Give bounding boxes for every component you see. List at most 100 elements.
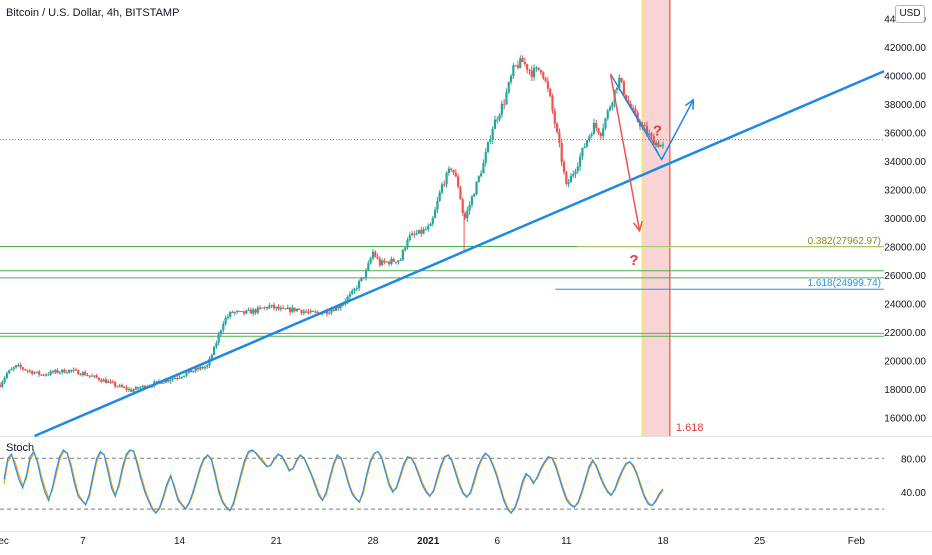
candle-up <box>572 173 575 176</box>
fib-level-label: 1.618(24999.74) <box>808 278 881 289</box>
candle-down <box>51 371 55 373</box>
candle-up <box>583 146 586 148</box>
candle-up <box>466 210 469 219</box>
candle-up <box>385 261 388 263</box>
candle-down <box>553 110 556 124</box>
candle-up <box>35 371 38 373</box>
candle-down <box>652 136 655 146</box>
candle-down <box>459 186 462 200</box>
candle-up <box>164 379 167 383</box>
candle-up <box>302 311 305 314</box>
price-axis-label: 30000.00 <box>884 214 926 225</box>
candle-up <box>618 77 621 88</box>
price-axis-label: 34000.00 <box>884 157 926 168</box>
price-axis-label: 18000.00 <box>884 385 926 396</box>
candle-up <box>661 144 665 146</box>
candle-up <box>155 381 158 383</box>
stoch-indicator-label[interactable]: Stoch <box>6 442 35 454</box>
candle-up <box>567 182 570 184</box>
candle-down <box>56 369 59 373</box>
candle-down <box>657 142 660 147</box>
candle-down <box>387 261 391 265</box>
candle-up <box>381 260 384 266</box>
candle-up <box>67 369 71 373</box>
candle-down <box>189 370 193 373</box>
candle-down <box>463 213 467 219</box>
candle-up <box>222 323 225 331</box>
candle-down <box>86 375 89 377</box>
candle-down <box>383 260 386 263</box>
candle-down <box>643 125 646 127</box>
candle-down <box>539 69 543 73</box>
candle-down <box>503 103 506 105</box>
candle-up <box>588 135 591 141</box>
candle-up <box>585 140 589 147</box>
candle-up <box>194 367 197 371</box>
candle-down <box>530 70 533 78</box>
candle-up <box>270 304 273 306</box>
candle-up <box>81 372 84 376</box>
candle-down <box>394 261 398 263</box>
candle-up <box>480 173 483 177</box>
candle-up <box>489 140 492 142</box>
candle-up <box>1 382 4 387</box>
candle-down <box>104 379 107 384</box>
candle-up <box>8 370 11 374</box>
candle-down <box>84 372 87 376</box>
candle-up <box>491 129 494 141</box>
candle-down <box>634 108 637 113</box>
candle-up <box>367 263 370 271</box>
candle-up <box>360 277 363 281</box>
candle-up <box>468 204 471 211</box>
candle-up <box>245 310 248 314</box>
candle-up <box>611 102 614 108</box>
candle-up <box>433 209 437 219</box>
candle-up <box>500 103 503 115</box>
apex-marker <box>654 146 670 161</box>
candle-up <box>512 65 515 76</box>
candle-down <box>298 308 301 311</box>
candle-up <box>263 307 266 309</box>
candle-up <box>482 162 485 174</box>
price-axis-label: 16000.00 <box>884 413 926 424</box>
candle-up <box>353 288 356 291</box>
time-axis-label: 7 <box>80 536 86 547</box>
price-axis-label: 40000.00 <box>884 72 926 83</box>
candle-down <box>528 69 531 71</box>
candle-up <box>236 311 239 313</box>
candle-down <box>337 306 340 309</box>
candle-down <box>176 378 179 380</box>
candle-down <box>282 307 285 309</box>
price-axis-label: 22000.00 <box>884 328 926 339</box>
candle-up <box>606 110 609 119</box>
stoch-axis-label: 40.00 <box>901 488 926 499</box>
candle-down <box>549 88 552 97</box>
candle-down <box>631 107 635 109</box>
candle-down <box>560 142 563 163</box>
candle-down <box>452 169 455 173</box>
candle-up <box>3 377 6 383</box>
candle-down <box>249 309 253 314</box>
candle-up <box>58 372 61 374</box>
candle-down <box>457 176 460 187</box>
candle-up <box>602 128 605 137</box>
candle-down <box>254 309 257 313</box>
candle-down <box>130 389 133 392</box>
time-zone-fill <box>642 0 670 436</box>
candle-down <box>109 381 112 383</box>
candle-up <box>171 378 174 381</box>
candle-down <box>325 311 328 314</box>
time-axis-label: 2021 <box>417 536 440 547</box>
candle-down <box>63 369 66 373</box>
candle-down <box>413 233 416 235</box>
currency-button[interactable]: USD <box>895 5 925 23</box>
candle-down <box>97 377 101 381</box>
price-axis-label: 42000.00 <box>884 43 926 54</box>
candle-up <box>498 114 501 120</box>
candle-down <box>521 58 524 63</box>
candle-up <box>229 311 232 317</box>
candle-down <box>288 307 292 313</box>
candle-up <box>445 172 448 185</box>
